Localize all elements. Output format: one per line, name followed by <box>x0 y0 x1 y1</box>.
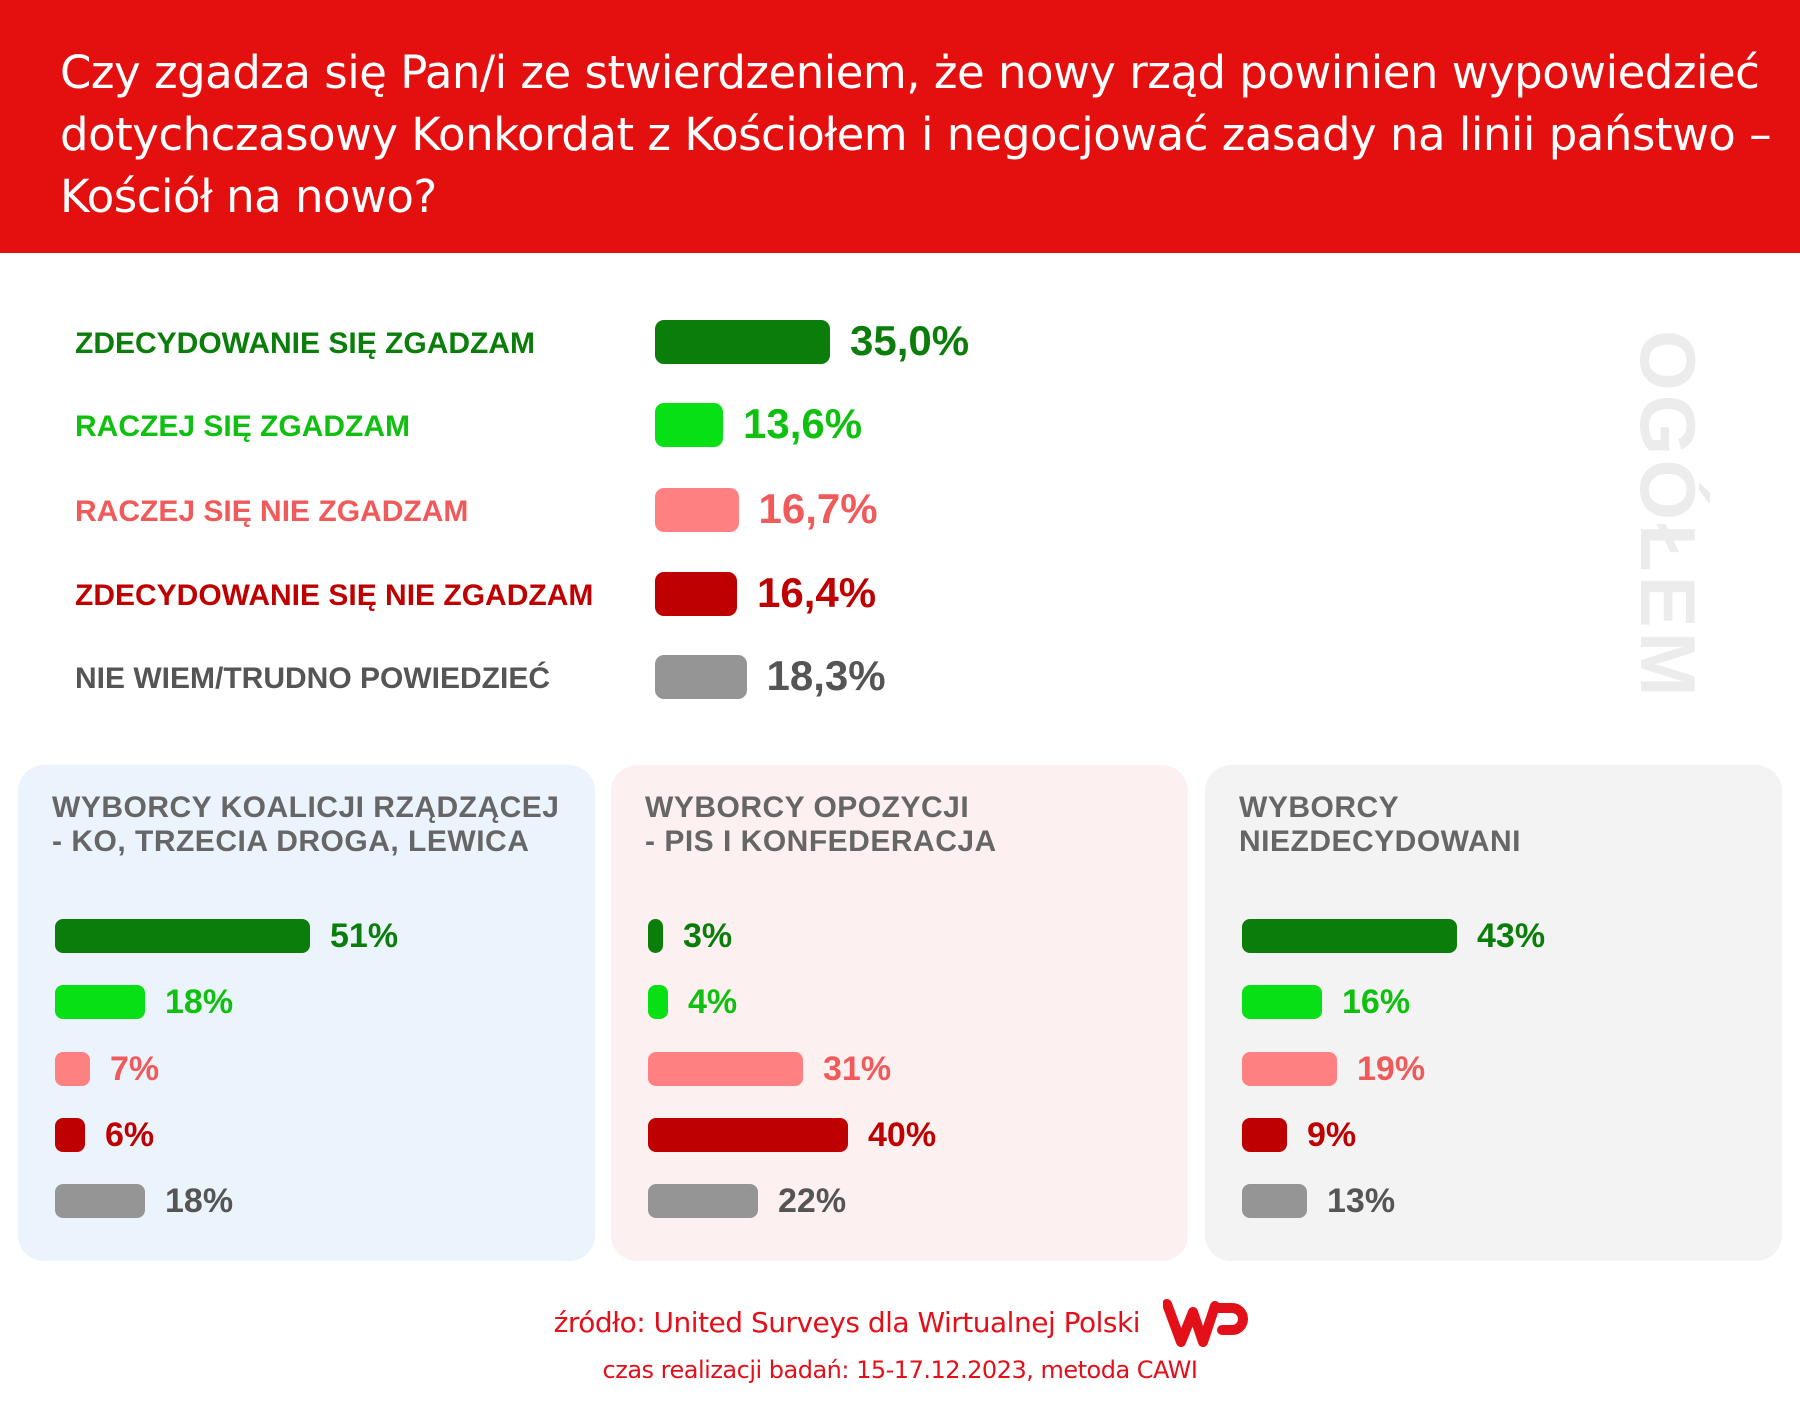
value-label: 22% <box>778 1182 847 1220</box>
overall-row-rather-agree: RACZEJ SIĘ ZGADZAM 13,6% <box>0 400 1500 450</box>
value-label: 7% <box>110 1050 160 1088</box>
panel-row-rather-agree: 18% <box>55 982 575 1022</box>
value-label: 35,0% <box>850 317 970 364</box>
bar-rather-disagree <box>1242 1052 1337 1086</box>
category-label: ZDECYDOWANIE SIĘ ZGADZAM <box>75 327 536 360</box>
panel-title: WYBORCY KOALICJI RZĄDZĄCEJ - KO, TRZECIA … <box>52 791 560 858</box>
overall-row-dont-know: NIE WIEM/TRUDNO POWIEDZIEĆ 18,3% <box>0 652 1500 702</box>
question-title: Czy zgadza się Pan/i ze stwierdzeniem, ż… <box>60 46 1772 223</box>
panel-row-rather-agree: 4% <box>648 982 1168 1022</box>
panel-row-dont-know: 18% <box>55 1181 575 1221</box>
panel-row-dont-know: 22% <box>648 1181 1168 1221</box>
header-banner: Czy zgadza się Pan/i ze stwierdzeniem, ż… <box>0 0 1800 253</box>
value-label: 16,4% <box>757 569 877 616</box>
bar-rather-agree <box>1242 985 1322 1019</box>
bar-strongly-disagree <box>648 1118 848 1152</box>
bar-dont-know <box>55 1184 145 1218</box>
bar-strongly-disagree <box>655 572 737 616</box>
overall-row-strongly-disagree: ZDECYDOWANIE SIĘ NIE ZGADZAM 16,4% <box>0 569 1500 619</box>
panel-coalition-voters: WYBORCY KOALICJI RZĄDZĄCEJ - KO, TRZECIA … <box>18 765 595 1261</box>
category-label: NIE WIEM/TRUDNO POWIEDZIEĆ <box>75 662 550 695</box>
bar-rather-agree <box>55 985 145 1019</box>
overall-row-strongly-agree: ZDECYDOWANIE SIĘ ZGADZAM 35,0% <box>0 317 1500 367</box>
panel-row-strongly-agree: 51% <box>55 916 575 956</box>
panel-opposition-voters: WYBORCY OPOZYCJI - PIS I KONFEDERACJA 3% … <box>611 765 1188 1261</box>
panel-row-dont-know: 13% <box>1242 1181 1762 1221</box>
bar-rather-disagree <box>648 1052 803 1086</box>
value-label: 18% <box>165 1182 234 1220</box>
panel-row-strongly-disagree: 40% <box>648 1115 1168 1155</box>
value-label: 16% <box>1342 983 1411 1021</box>
value-label: 13% <box>1327 1182 1396 1220</box>
panel-row-rather-disagree: 19% <box>1242 1049 1762 1089</box>
panel-row-strongly-agree: 3% <box>648 916 1168 956</box>
panel-undecided-voters: WYBORCY NIEZDECYDOWANI 43% 16% 19% 9% 13% <box>1205 765 1782 1261</box>
value-label: 13,6% <box>743 400 863 447</box>
panel-row-rather-disagree: 7% <box>55 1049 575 1089</box>
panel-title: WYBORCY NIEZDECYDOWANI <box>1239 791 1522 858</box>
overall-row-rather-disagree: RACZEJ SIĘ NIE ZGADZAM 16,7% <box>0 485 1500 535</box>
value-label: 18% <box>165 983 234 1021</box>
wp-logo <box>1163 1299 1248 1347</box>
bar-rather-disagree <box>655 488 739 532</box>
value-label: 3% <box>683 917 733 955</box>
bar-strongly-disagree <box>55 1118 85 1152</box>
source-text: źródło: United Surveys dla Wirtualnej Po… <box>553 1306 1141 1339</box>
bar-rather-agree <box>648 985 668 1019</box>
panel-row-rather-agree: 16% <box>1242 982 1762 1022</box>
bar-dont-know <box>655 655 747 699</box>
panel-row-strongly-disagree: 9% <box>1242 1115 1762 1155</box>
panel-row-strongly-disagree: 6% <box>55 1115 575 1155</box>
bar-rather-disagree <box>55 1052 90 1086</box>
value-label: 19% <box>1357 1050 1426 1088</box>
bar-strongly-agree <box>648 919 663 953</box>
value-label: 16,7% <box>758 485 878 532</box>
bar-strongly-agree <box>1242 919 1457 953</box>
value-label: 4% <box>688 983 738 1021</box>
value-label: 18,3% <box>766 652 886 699</box>
bar-strongly-disagree <box>1242 1118 1287 1152</box>
value-label: 9% <box>1307 1116 1357 1154</box>
value-label: 6% <box>105 1116 155 1154</box>
panel-row-rather-disagree: 31% <box>648 1049 1168 1089</box>
survey-details: czas realizacji badań: 15-17.12.2023, me… <box>602 1356 1198 1384</box>
value-label: 51% <box>330 917 399 955</box>
category-label: RACZEJ SIĘ ZGADZAM <box>75 410 411 443</box>
bar-strongly-agree <box>55 919 310 953</box>
bar-rather-agree <box>655 403 723 447</box>
bar-dont-know <box>648 1184 758 1218</box>
category-label: ZDECYDOWANIE SIĘ NIE ZGADZAM <box>75 579 594 612</box>
value-label: 43% <box>1477 917 1546 955</box>
category-label: RACZEJ SIĘ NIE ZGADZAM <box>75 495 469 528</box>
value-label: 40% <box>868 1116 937 1154</box>
bar-strongly-agree <box>655 320 830 364</box>
value-label: 31% <box>823 1050 892 1088</box>
panel-row-strongly-agree: 43% <box>1242 916 1762 956</box>
overall-side-label: OGÓŁEM <box>1624 329 1712 701</box>
bar-dont-know <box>1242 1184 1307 1218</box>
panel-title: WYBORCY OPOZYCJI - PIS I KONFEDERACJA <box>645 791 997 858</box>
